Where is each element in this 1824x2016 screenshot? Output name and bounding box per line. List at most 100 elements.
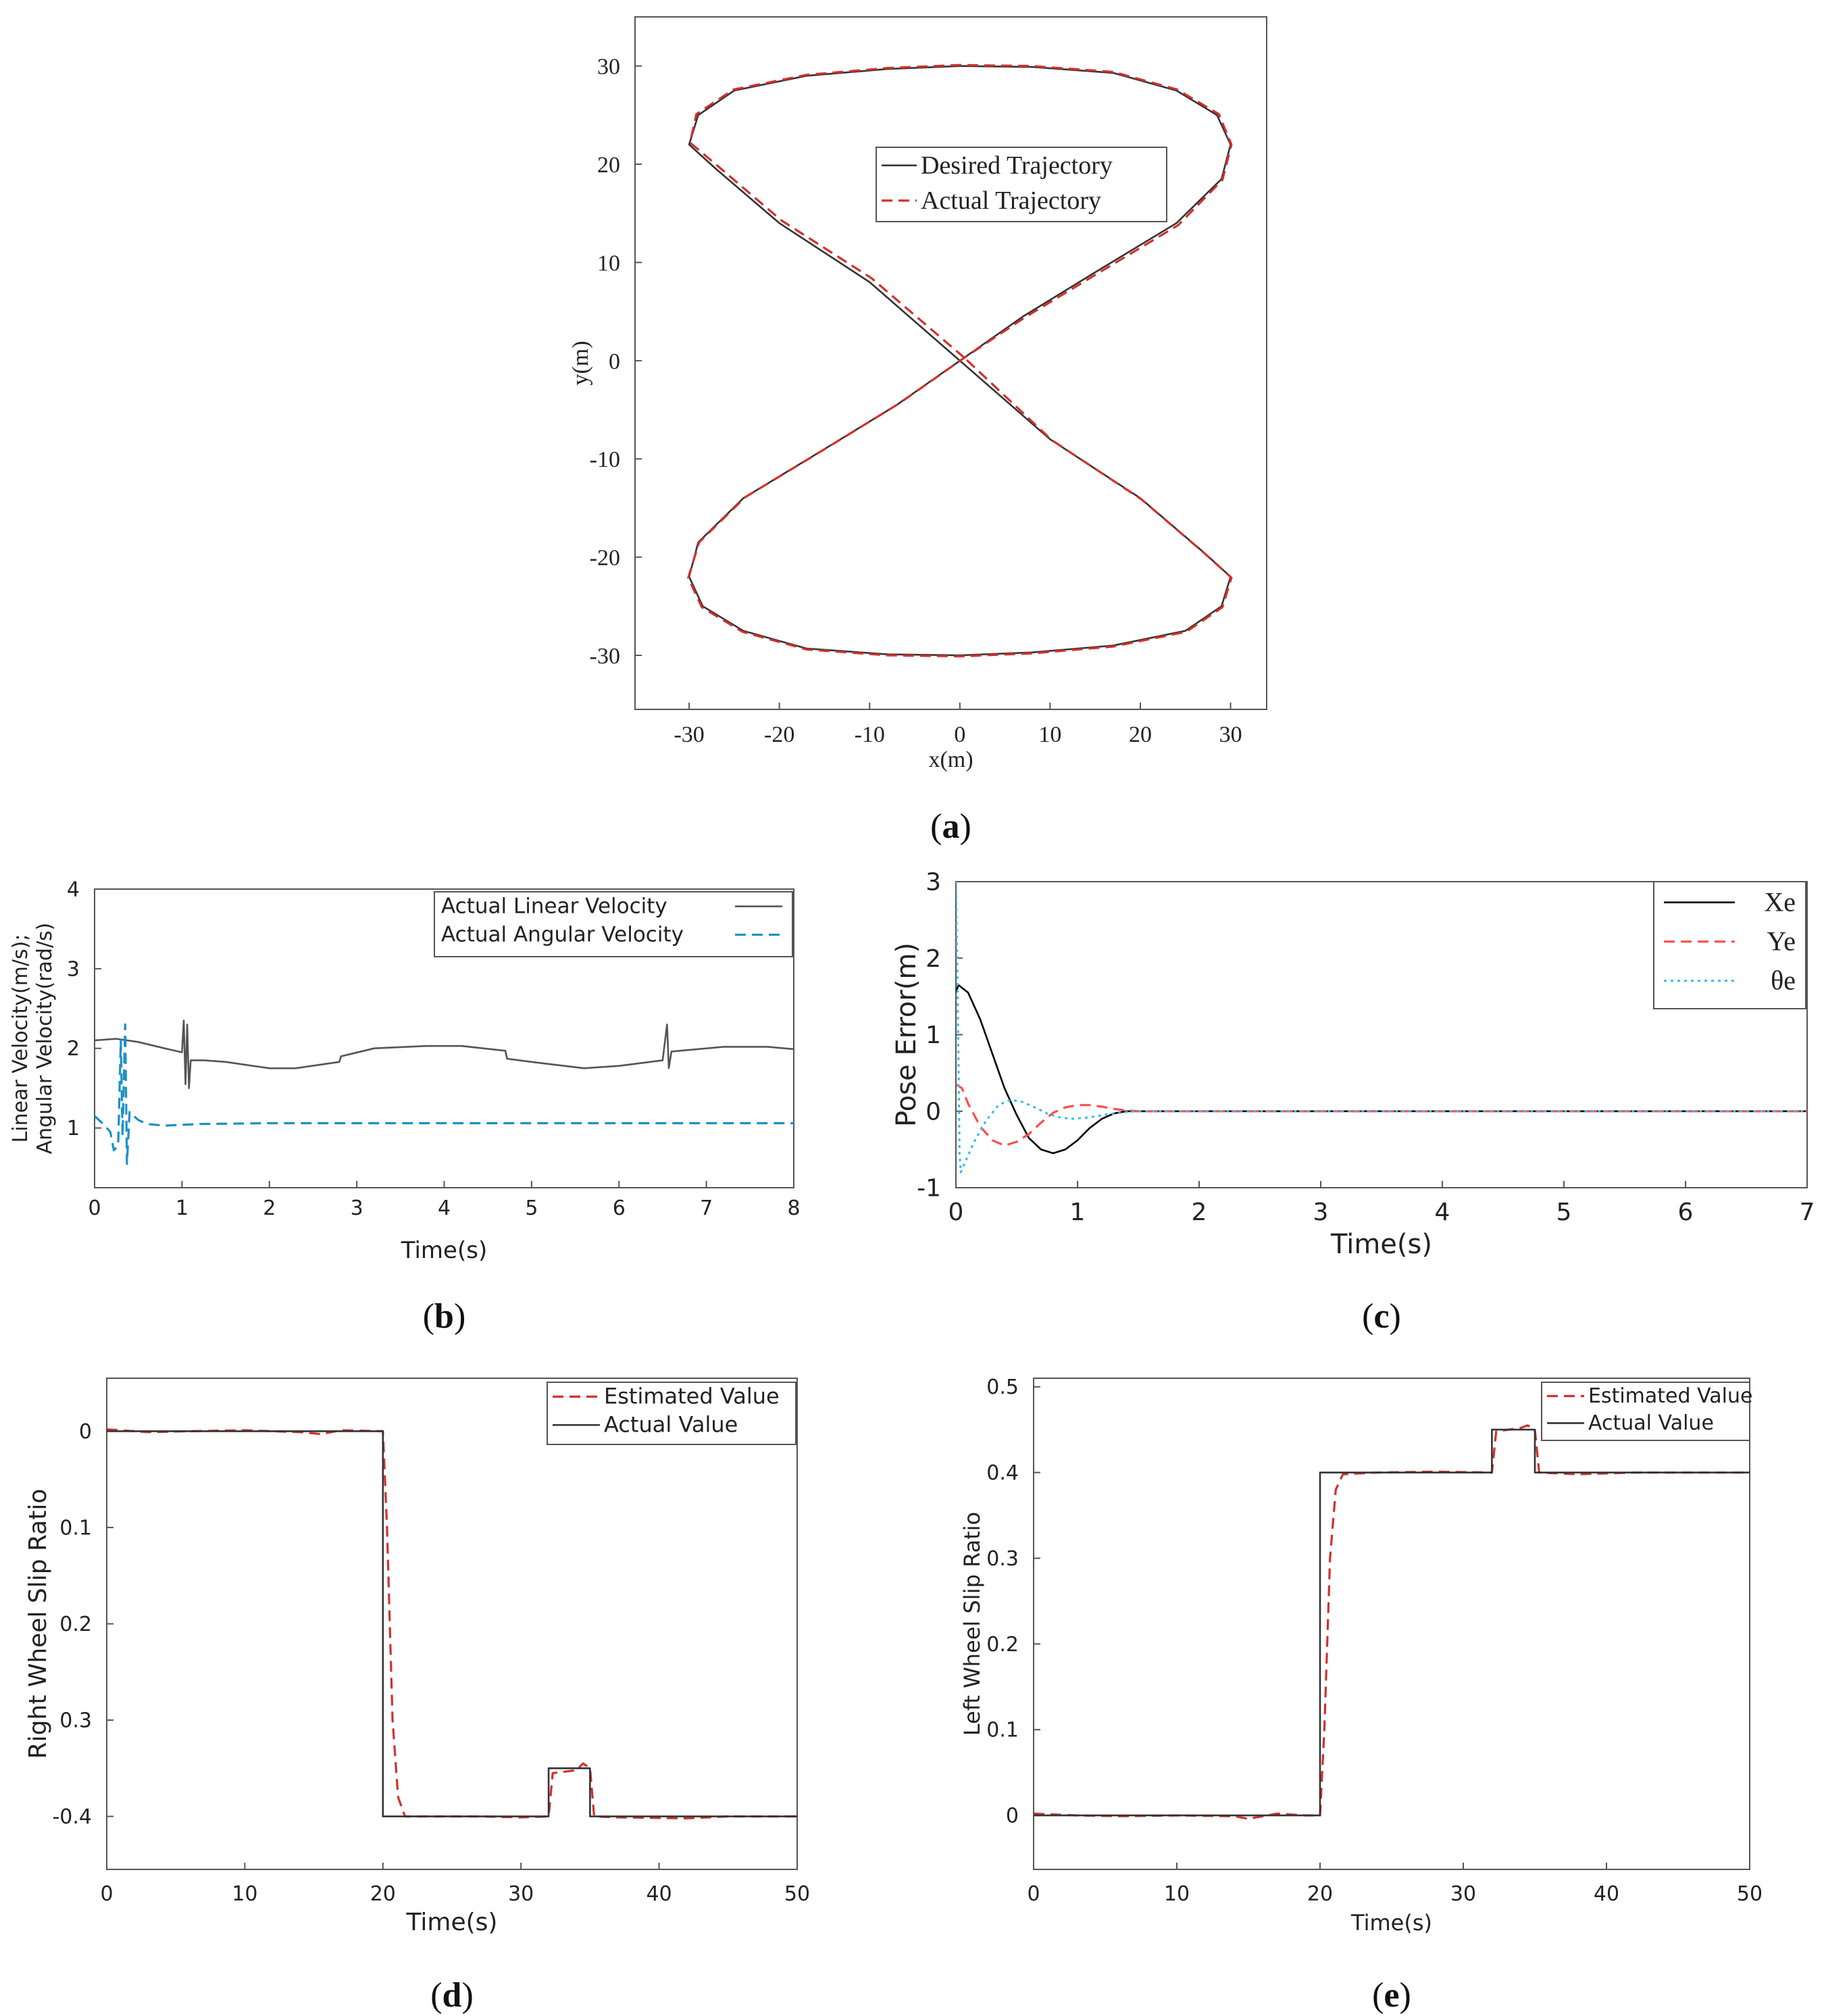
caption-paren: ( [1372,1976,1384,2015]
y-axis-label: Pose Error(m) [891,942,922,1127]
legend-box [434,891,793,957]
x-tick-label: 30 [508,1882,534,1906]
y-tick-label: 0.1 [59,1516,92,1540]
y-tick-label: 0.5 [986,1376,1019,1399]
legend-label: Xe [1764,887,1796,917]
legend-label: Actual Value [1588,1411,1714,1435]
panel-caption: (a) [930,807,971,846]
plot-area [1034,1424,1750,1820]
x-tick-label: 0 [88,1196,101,1220]
y-tick-label: -10 [590,447,620,472]
y-tick-label: 2 [67,1037,80,1061]
legend: Estimated Value Actual Value [1541,1382,1752,1441]
y-tick-label: 3 [926,869,941,897]
series-line-actual-trajectory [687,64,1233,658]
caption-paren: ) [1400,1976,1411,2015]
x-tick-label: 4 [438,1196,451,1220]
y-tick-label: 0.1 [986,1719,1019,1742]
series-line--e [956,882,1807,1174]
caption-letter: b [434,1297,454,1336]
series-line-actual-linear-velocity [95,1019,794,1089]
x-tick-label: 6 [613,1196,626,1220]
plot-frame [106,1378,798,1870]
legend-label: Actual Linear Velocity [441,894,667,919]
legend-box [1541,1382,1750,1441]
caption-paren: ) [960,807,971,846]
x-tick-label: 7 [700,1196,713,1220]
plot-area [687,64,1233,658]
y-tick-label: 1 [926,1022,941,1049]
x-tick-label: -10 [855,722,885,747]
x-tick-label: 1 [1070,1199,1086,1226]
x-tick-label: 30 [1450,1882,1476,1906]
legend-box [547,1382,796,1445]
x-tick-label: 7 [1800,1199,1815,1226]
caption-letter: e [1384,1976,1399,2015]
legend: Actual Linear Velocity Actual Angular Vel… [434,891,793,957]
panel-d: 0 10 20 30 40 50 0 0.1 0.2 0.3 -0.4 Time(s) Right Wh… [24,1378,810,2015]
x-tick-label: -30 [674,722,704,747]
caption-paren: ) [461,1976,473,2015]
plot-area [107,1428,797,1819]
x-tick-label: 10 [1164,1882,1190,1906]
x-tick-label: 1 [176,1196,188,1220]
x-tick-label: 5 [525,1196,538,1220]
caption-letter: c [1373,1297,1389,1336]
legend-label: Actual Trajectory [921,186,1101,215]
y-tick-label: -20 [590,546,620,571]
x-tick-label: 40 [1594,1882,1619,1906]
plot-frame [1033,1378,1750,1870]
series-line-xe [956,984,1807,1155]
x-tick-label: 5 [1556,1199,1572,1226]
y-axis-label-line: Linear Velocity(m/s); [9,934,32,1143]
legend-label: θe [1771,965,1796,996]
x-tick-label: 40 [647,1882,672,1906]
legend-label: Ye [1767,926,1796,957]
caption-paren: ( [430,1976,442,2015]
caption-paren: ( [930,807,942,846]
x-tick-label: 6 [1678,1199,1694,1226]
y-tick-label: 0 [926,1098,941,1126]
y-tick-label: 1 [67,1117,80,1140]
x-tick-label: 2 [1192,1199,1207,1226]
y-tick-label: -1 [917,1175,941,1203]
x-tick-label: 3 [351,1196,363,1220]
legend: Estimated Value Actual Value [547,1382,796,1445]
y-tick-label: 20 [597,153,620,178]
x-tick-label: 4 [1435,1199,1450,1226]
plot-area [95,1019,794,1165]
legend-label: Estimated Value [1588,1384,1752,1408]
y-tick-label: 3 [67,957,80,981]
x-axis-label: Time(s) [401,1237,487,1264]
y-axis-label: y(m) [568,341,593,385]
series-line-actual-angular-velocity [95,1023,794,1165]
y-tick-label: 0.4 [986,1461,1019,1485]
x-tick-label: 30 [1219,722,1242,747]
x-tick-label: 10 [232,1882,257,1906]
y-tick-label: 4 [67,878,80,902]
caption-paren: ( [1362,1297,1373,1336]
legend-label: Estimated Value [604,1384,780,1409]
panel-caption: (c) [1362,1297,1401,1336]
legend-label: Actual Value [604,1412,738,1438]
plot-area [956,882,1807,1174]
x-tick-label: 3 [1313,1199,1329,1226]
x-tick-label: 20 [1307,1882,1333,1906]
legend-box [876,147,1167,222]
y-tick-label: 0.3 [59,1709,92,1733]
y-tick-label: -0.4 [52,1805,92,1829]
x-tick-label: 10 [1038,722,1061,747]
y-tick-label: 0.2 [986,1633,1019,1657]
x-tick-label: 20 [1129,722,1152,747]
series-line-actual-value [107,1430,797,1817]
y-axis-label-line: Angular Velocity(rad/s) [33,923,57,1155]
y-tick-label: 10 [597,251,620,276]
x-axis-label: Time(s) [1350,1910,1432,1936]
y-tick-label: 0 [609,349,620,374]
panel-a: -30 -20 -10 0 10 20 30 -30 -20 -10 0 10 20 30 x(m) y(m)… [568,16,1267,846]
x-tick-label: -20 [764,722,794,747]
x-tick-label: 0 [954,722,965,747]
x-tick-label: 0 [1027,1882,1040,1906]
